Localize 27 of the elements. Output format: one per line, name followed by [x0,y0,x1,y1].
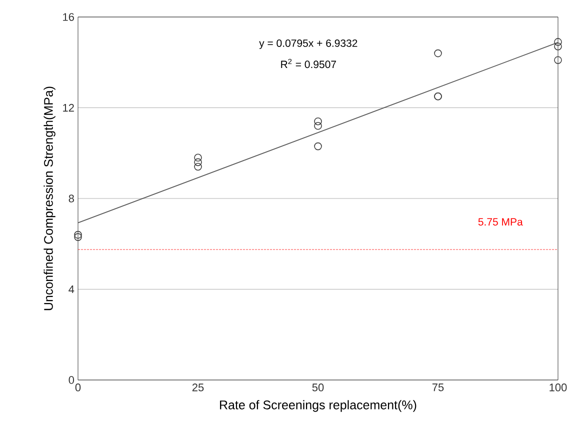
y-tick-label: 8 [68,194,74,202]
point [194,158,202,166]
x-tick-label: 50 [312,384,324,392]
annotation: R$^{2}$ = 0.9507 [281,58,336,68]
point [314,122,322,130]
point [314,142,322,150]
point [554,38,562,46]
y-tick-label: 4 [68,285,74,294]
y-tick-label: 12 [63,104,74,112]
y-tick-label: 16 [63,13,74,21]
x-tick-label: 75 [432,384,444,392]
point [434,49,442,58]
y-tick-label: 0 [68,376,74,384]
point [194,154,202,162]
point [314,117,322,126]
y-axis-title: Unconfined Compression Strength(MPa) [44,86,56,310]
point [194,162,202,171]
ref-line-label: 5.75 MPa [478,218,523,226]
annotation: y = 0.0795x + 6.9332 [259,39,358,49]
point [74,230,82,239]
x-tick-label: 25 [192,384,204,392]
x-axis-title: Rate of Screenings replacement(%) [220,400,416,412]
point [554,42,562,50]
point [554,56,562,64]
x-tick-label: 0 [75,384,81,392]
point [74,233,82,241]
x-tick-label: 100 [550,384,567,392]
